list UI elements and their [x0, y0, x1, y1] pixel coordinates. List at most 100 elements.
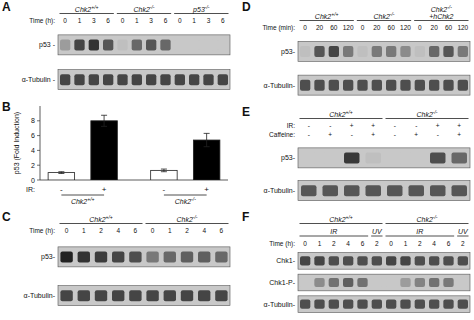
group-label: IR: [416, 228, 423, 235]
blot-band: [372, 256, 382, 265]
group-bracket: [371, 236, 382, 237]
blot-panel: AChk2+/+Chk2-/-p53-/-Time (h):0136013601…: [2, 0, 230, 90]
y-tick-label: 2: [31, 162, 35, 169]
group-label-part: UV: [372, 228, 383, 235]
lane-label: +: [371, 122, 375, 129]
lane-label: +: [328, 131, 332, 138]
group-label-superscript: +/+: [91, 4, 98, 10]
blot-band: [74, 39, 84, 50]
lane-label: -: [308, 131, 310, 138]
lane-label: 6: [221, 17, 225, 24]
lane-label: 0: [389, 240, 393, 247]
group-label-part: Chk2: [416, 111, 432, 118]
blot-membrane: [298, 181, 470, 201]
group-label: Chk2-/-: [133, 4, 154, 13]
lane-label: 2: [185, 227, 189, 234]
lane-label: 6: [220, 227, 224, 234]
group-label-superscript: +/+: [106, 214, 113, 220]
group-bracket: [300, 20, 354, 21]
group-label-superscript: -/-: [150, 4, 155, 10]
lane-label: 0: [361, 24, 365, 31]
group-label: Chk2+/+: [89, 214, 113, 223]
group-label-part: Chk2: [175, 198, 191, 205]
group-label: Chk2+/+: [315, 11, 339, 20]
lane-label: 6: [106, 17, 110, 24]
blot-band: [329, 300, 339, 309]
blot-band: [300, 256, 310, 265]
row-label: α-Tubulin-: [264, 301, 296, 308]
lane-label: 0: [151, 227, 155, 234]
blot-band: [60, 251, 72, 262]
lane-label: -: [329, 122, 331, 129]
group-label-part: Chk2: [315, 13, 331, 20]
blot-band: [117, 74, 127, 85]
blot-band: [458, 300, 468, 309]
blot-band: [443, 80, 453, 91]
blot-band: [129, 251, 141, 262]
group-label: Chk2+/+: [75, 4, 99, 13]
blot-band: [314, 256, 324, 265]
blot-band: [343, 278, 353, 287]
blot-band: [112, 251, 124, 262]
blot-band: [300, 46, 310, 57]
blot-band: [400, 80, 410, 91]
blot-band: [415, 278, 425, 287]
lane-label: 60: [330, 24, 338, 31]
blot-band: [198, 290, 210, 301]
blot-band: [443, 300, 453, 309]
blot-band: [146, 74, 156, 85]
blot-band: [400, 300, 410, 309]
group-underline: [61, 195, 104, 196]
group-label-part: Chk2: [133, 6, 149, 13]
blot-band: [218, 74, 228, 85]
blot-band: [175, 74, 185, 85]
blot-band: [366, 152, 381, 163]
header-row-label: Caffeine:: [269, 131, 295, 138]
lane-label: 2: [99, 227, 103, 234]
blot-panel: EChk2+/+Chk2-/-IR:--++--++Caffeine:-+-+-…: [242, 105, 470, 201]
group-label-part: +hChk2: [429, 13, 453, 20]
blot-band: [415, 46, 425, 57]
group-label-superscript: -/-: [191, 196, 196, 202]
row-label: p53-: [41, 253, 56, 261]
blot-band: [60, 74, 70, 85]
lane-label: +: [436, 122, 440, 129]
group-label-superscript: -/-: [390, 11, 395, 17]
lane-label: 0: [65, 227, 69, 234]
blot-band: [458, 256, 468, 265]
group-label: Chk2-/-: [175, 196, 196, 205]
lane-label: 4: [202, 227, 206, 234]
blot-band: [146, 39, 156, 50]
error-bar: [204, 133, 210, 146]
group-label-part: Chk2: [373, 13, 389, 20]
panel-letter: C: [2, 210, 11, 224]
lane-label: 60: [445, 24, 453, 31]
group-label: IR: [330, 228, 337, 235]
blot-band: [78, 251, 90, 262]
group-label-superscript: -/-: [433, 214, 438, 220]
bar: [151, 170, 177, 180]
blot-band: [343, 46, 353, 57]
blot-band: [129, 290, 141, 301]
blot-band: [215, 290, 227, 301]
blot-band: [314, 46, 324, 57]
blot-band: [386, 80, 396, 91]
group-label-superscript: +/+: [346, 109, 353, 115]
blot-panel: DChk2+/+Chk2-/-Chk2-/-+hChk2Time (min):0…: [242, 0, 470, 95]
blot-band: [103, 74, 113, 85]
header-row-label: Time (h):: [269, 240, 295, 248]
group-label: Chk2+/+: [329, 214, 353, 223]
error-stem: [206, 133, 207, 146]
blot-membrane: [58, 286, 230, 306]
blot-band: [218, 39, 228, 50]
blot-panel: FChk2+/+Chk2-/-IRUVIRUVTime (h):01246201…: [242, 210, 470, 313]
blot-band: [329, 46, 339, 57]
group-label-part: Chk2: [329, 216, 345, 223]
lane-label: 6: [164, 17, 168, 24]
blot-band: [89, 39, 99, 50]
row-label: α-Tubulin-: [264, 187, 296, 194]
group-label-part: Chk2: [329, 111, 345, 118]
blot-band: [458, 46, 468, 57]
blot-membrane: [298, 274, 470, 291]
row-label: α-Tubulin -: [22, 76, 56, 83]
